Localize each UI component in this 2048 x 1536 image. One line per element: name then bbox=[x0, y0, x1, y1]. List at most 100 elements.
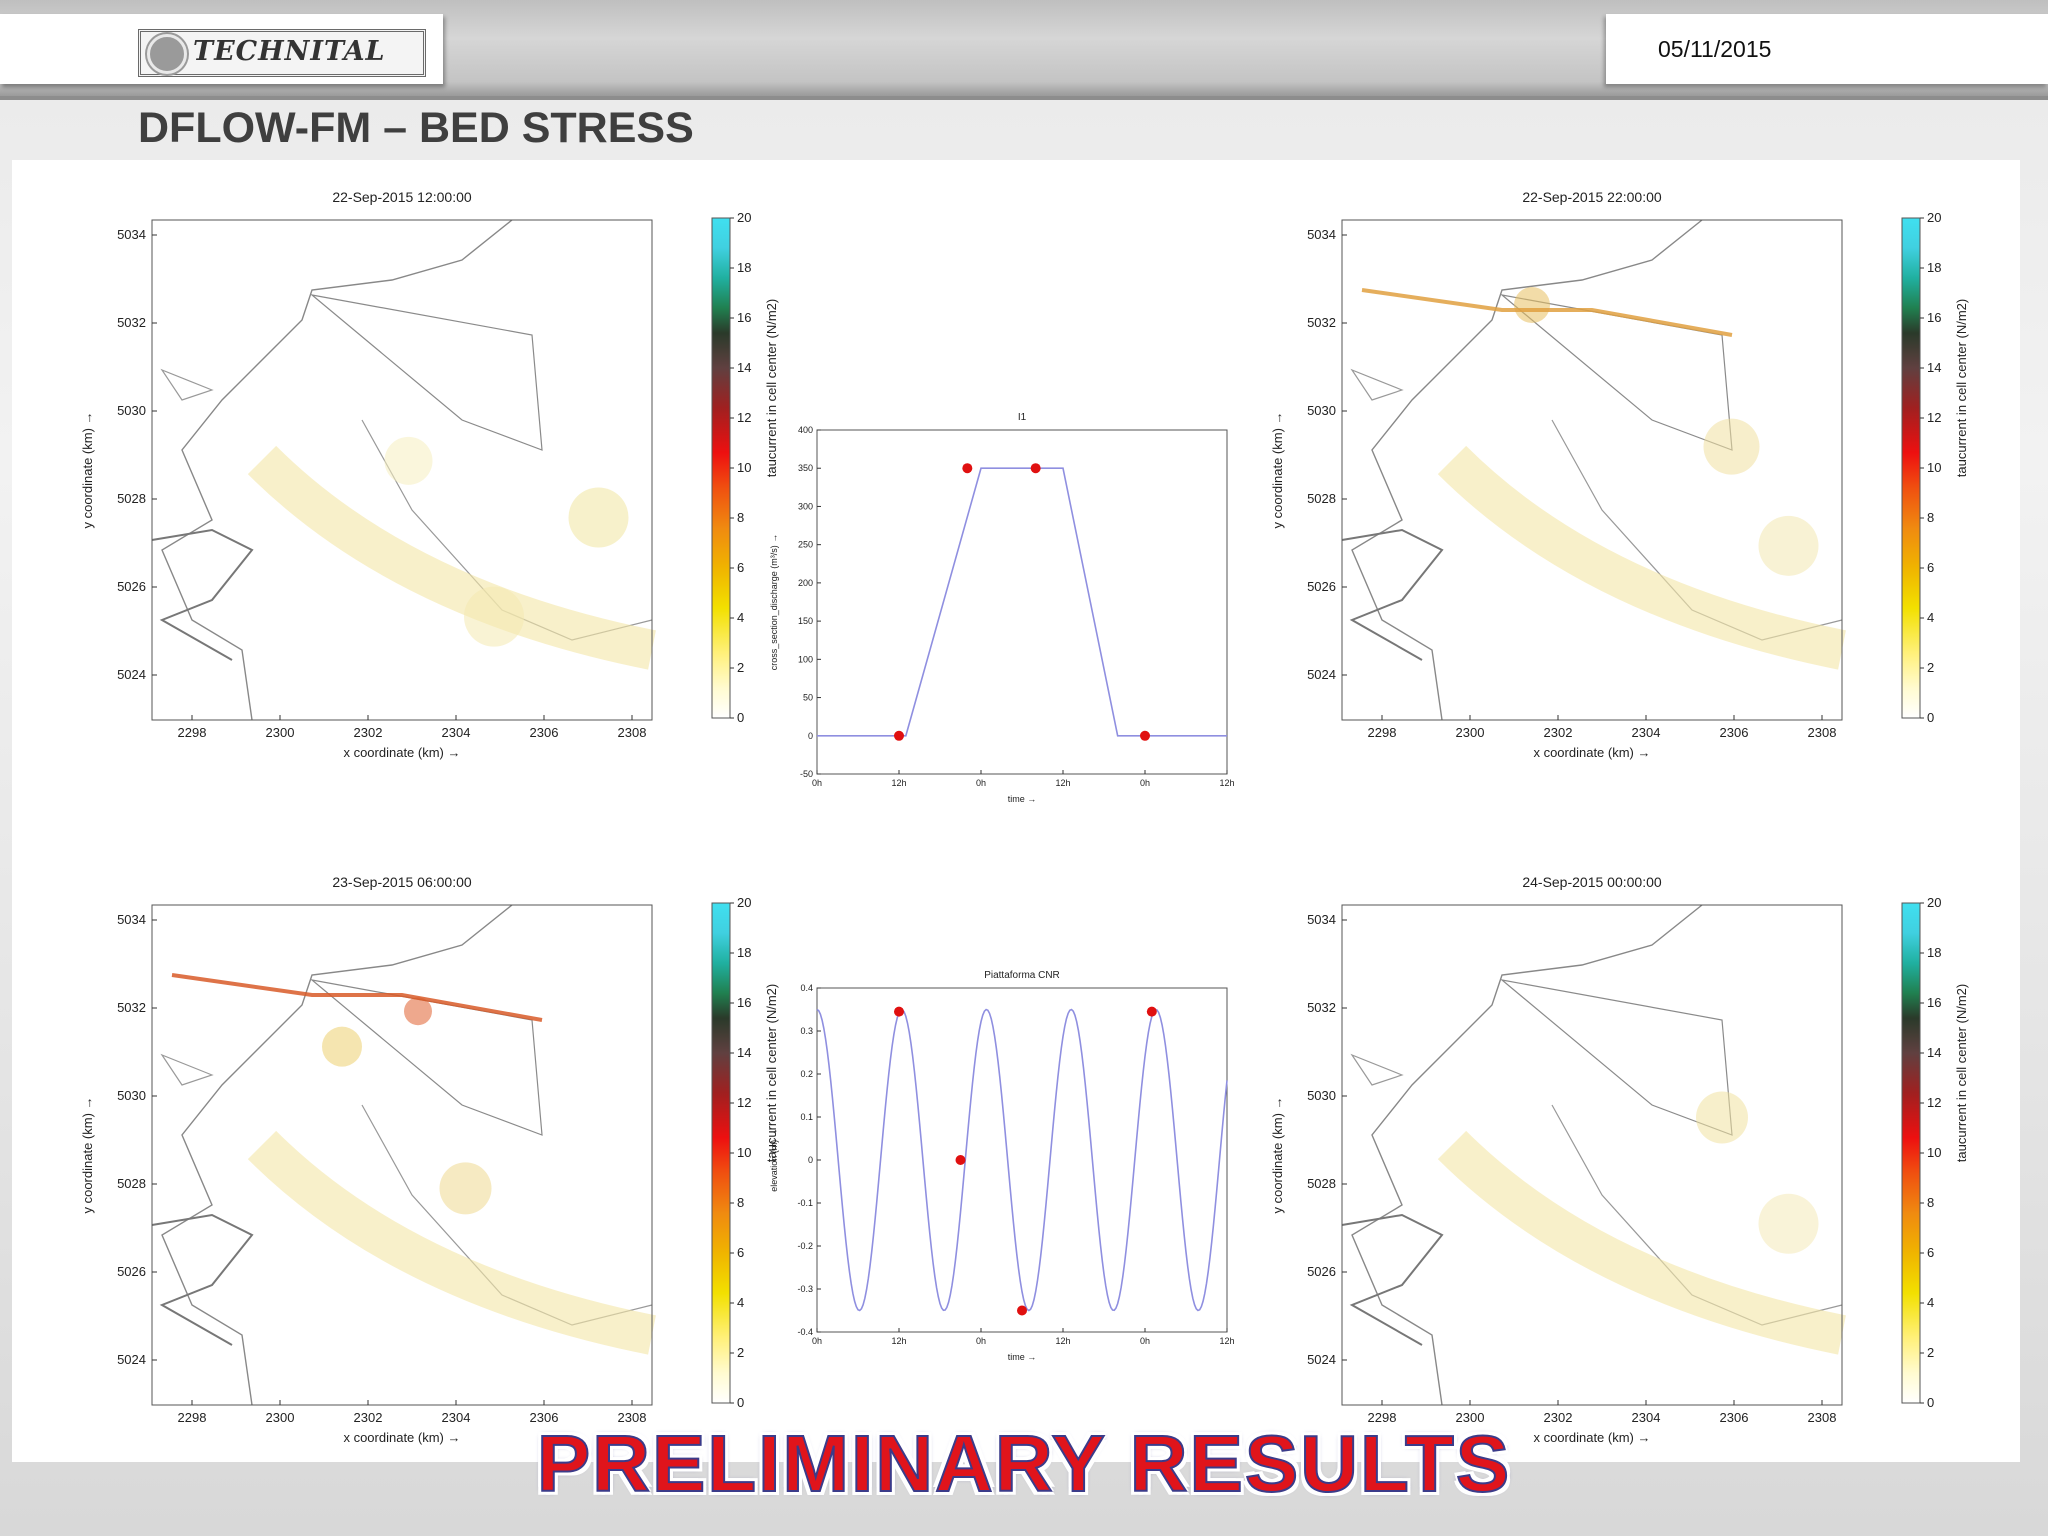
map-axes bbox=[1341, 219, 1843, 721]
discharge-chart: I1 -50 0 50 100 150 200 250 300 350 400 0h 12h 0h 12h 0… bbox=[769, 412, 1235, 804]
x-axis-label: x coordinate (km) → bbox=[1533, 1430, 1650, 1445]
y-tick-label: 5030 bbox=[117, 403, 146, 418]
y-axis-label: y coordinate (km) → bbox=[1270, 1096, 1285, 1213]
colorbar-tick-label: 8 bbox=[737, 1195, 744, 1210]
y-tick-label: 5032 bbox=[117, 1000, 146, 1015]
x-tick-label: 12h bbox=[1219, 778, 1234, 788]
colorbar-tick-label: 12 bbox=[737, 1095, 751, 1110]
stress-plume bbox=[1437, 1130, 1846, 1355]
y-tick-label: 5030 bbox=[1307, 1088, 1336, 1103]
colorbar-tick-label: 4 bbox=[1927, 1295, 1934, 1310]
colorbar-tick-label: 16 bbox=[1927, 995, 1941, 1010]
time-marker bbox=[894, 1006, 904, 1017]
colorbar-tick-label: 8 bbox=[1927, 510, 1934, 525]
x-tick-label: 12h bbox=[1219, 1336, 1234, 1346]
harbour-lines bbox=[151, 528, 254, 661]
x-tick-label: 2304 bbox=[442, 1410, 471, 1425]
colorbar-tick-label: 18 bbox=[1927, 945, 1941, 960]
jetty bbox=[160, 1053, 214, 1086]
stress-patch bbox=[322, 1026, 362, 1067]
x-tick-label: 12h bbox=[1055, 778, 1070, 788]
y-axis-label: y coordinate (km) → bbox=[80, 411, 95, 528]
y-tick-label: 0.3 bbox=[800, 1026, 813, 1036]
colorbar-tick-label: 10 bbox=[737, 460, 751, 475]
series-line bbox=[816, 1008, 1228, 1312]
y-tick-label: 0.2 bbox=[800, 1069, 813, 1079]
y-tick-label: 5024 bbox=[1307, 667, 1336, 682]
y-tick-label: 5028 bbox=[117, 1176, 146, 1191]
colorbar-tick-label: 20 bbox=[1927, 210, 1941, 225]
map-title: 24-Sep-2015 00:00:00 bbox=[1522, 874, 1662, 890]
colorbar-tick-label: 10 bbox=[737, 1145, 751, 1160]
colorbar-label: taucurrent in cell center (N/m2) bbox=[764, 299, 779, 477]
x-tick-label: 0h bbox=[1140, 778, 1150, 788]
x-tick-label: 2306 bbox=[1720, 1410, 1749, 1425]
bed-stress-map-4: 24-Sep-2015 00:00:00 2298 2300 2302 2304 2306… bbox=[1270, 874, 1969, 1445]
bed-stress-map-1: 22-Sep-2015 12:00:00 2298 2300 2302 2304 2306… bbox=[80, 189, 779, 760]
y-tick-label: 300 bbox=[798, 501, 813, 511]
y-tick-label: 5028 bbox=[1307, 491, 1336, 506]
y-tick-label: 0.4 bbox=[800, 983, 813, 993]
map-plot-area bbox=[151, 904, 656, 1406]
logo-text: TECHNITAL bbox=[193, 36, 386, 67]
x-tick-label: 2302 bbox=[1544, 725, 1573, 740]
x-tick-label: 2302 bbox=[354, 725, 383, 740]
map-axes bbox=[151, 904, 653, 1406]
colorbar-tick-label: 8 bbox=[737, 510, 744, 525]
colorbar-tick-label: 2 bbox=[1927, 1345, 1934, 1360]
time-marker bbox=[894, 730, 904, 741]
y-tick-label: 5026 bbox=[117, 1264, 146, 1279]
x-tick-label: 2300 bbox=[266, 1410, 295, 1425]
colorbar-tick-label: 10 bbox=[1927, 460, 1941, 475]
header-bar: TECHNITAL 05/11/2015 bbox=[0, 0, 2048, 100]
x-tick-label: 2302 bbox=[354, 1410, 383, 1425]
x-tick-label: 2308 bbox=[1808, 725, 1837, 740]
y-tick-label: 5032 bbox=[1307, 315, 1336, 330]
chart-axes bbox=[816, 429, 1228, 775]
stress-plume bbox=[247, 1130, 656, 1355]
colorbar-tick-label: 8 bbox=[1927, 1195, 1934, 1210]
y-axis-label: cross_section_discharge (m³/s) → bbox=[769, 534, 779, 671]
x-tick-label: 2302 bbox=[1544, 1410, 1573, 1425]
map-plot-area bbox=[1341, 904, 1846, 1406]
y-axis-label: elevation (m) → bbox=[769, 1128, 779, 1192]
y-tick-label: 200 bbox=[798, 578, 813, 588]
colorbar-tick-label: 16 bbox=[737, 310, 751, 325]
y-tick-label: 5030 bbox=[117, 1088, 146, 1103]
colorbar-tick-label: 14 bbox=[1927, 360, 1941, 375]
x-tick-label: 2298 bbox=[178, 1410, 207, 1425]
y-tick-label: 400 bbox=[798, 425, 813, 435]
slide-title: DFLOW-FM – BED STRESS bbox=[138, 104, 694, 152]
coastline bbox=[1351, 904, 1703, 1406]
y-tick-label: 250 bbox=[798, 540, 813, 550]
colorbar-tick-label: 20 bbox=[737, 895, 751, 910]
x-axis-label: time → bbox=[1008, 1352, 1037, 1362]
logo-box: TECHNITAL bbox=[0, 14, 443, 84]
bed-stress-map-3: 23-Sep-2015 06:00:00 2298 2300 2302 2304 2306… bbox=[80, 874, 779, 1445]
x-tick-label: 0h bbox=[1140, 1336, 1150, 1346]
x-tick-label: 2304 bbox=[1632, 1410, 1661, 1425]
colorbar-tick-label: 16 bbox=[1927, 310, 1941, 325]
y-tick-label: 5028 bbox=[117, 491, 146, 506]
colorbar-tick-label: 6 bbox=[1927, 560, 1934, 575]
y-tick-label: -0.3 bbox=[797, 1284, 813, 1294]
x-tick-label: 2308 bbox=[618, 1410, 647, 1425]
y-tick-label: 5026 bbox=[117, 579, 146, 594]
x-tick-label: 12h bbox=[1055, 1336, 1070, 1346]
bed-stress-map-2: 22-Sep-2015 22:00:00 2298 2300 2302 2304 2306… bbox=[1270, 189, 1969, 760]
stress-patch bbox=[404, 997, 432, 1026]
x-tick-label: 2308 bbox=[618, 725, 647, 740]
time-marker bbox=[1146, 1006, 1157, 1017]
map-plot-area bbox=[151, 219, 656, 721]
x-tick-label: 2298 bbox=[1368, 725, 1397, 740]
y-tick-label: 5034 bbox=[1307, 227, 1336, 242]
stress-patch bbox=[439, 1162, 492, 1215]
y-tick-label: -0.2 bbox=[797, 1241, 813, 1251]
colorbar-tick-label: 16 bbox=[737, 995, 751, 1010]
x-tick-label: 2306 bbox=[1720, 725, 1749, 740]
colorbar-tick-label: 12 bbox=[1927, 410, 1941, 425]
stress-patch bbox=[1514, 287, 1550, 323]
y-tick-label: 5024 bbox=[117, 667, 146, 682]
jetty bbox=[1350, 1053, 1404, 1086]
y-tick-label: 5032 bbox=[1307, 1000, 1336, 1015]
